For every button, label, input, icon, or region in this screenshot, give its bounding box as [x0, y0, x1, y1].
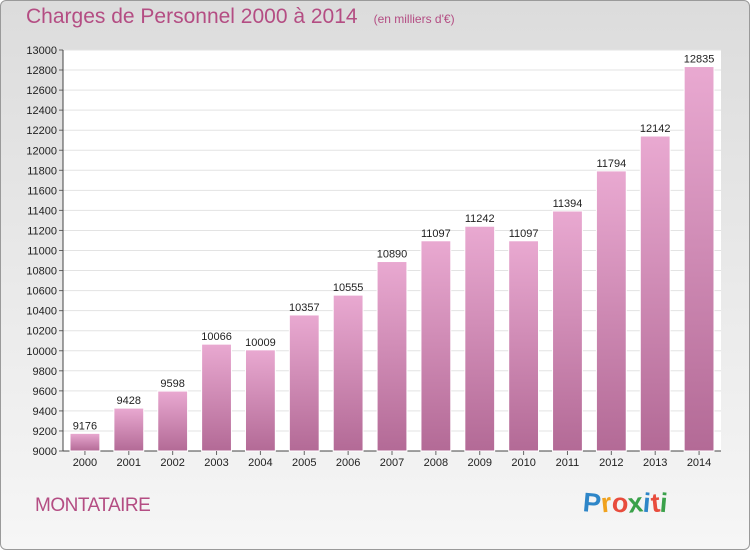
x-tick-label: 2014	[687, 457, 711, 469]
x-tick-label: 2012	[599, 457, 623, 469]
x-tick-label: 2010	[511, 457, 535, 469]
y-tick-label: 13000	[26, 45, 57, 57]
y-tick-label: 11000	[27, 246, 57, 258]
y-tick-label: 11200	[27, 225, 57, 237]
bar	[595, 170, 627, 452]
bar-value-label: 11097	[421, 228, 451, 240]
bar-value-label: 12835	[684, 54, 715, 66]
bar-value-label: 11097	[509, 228, 539, 240]
bar	[508, 240, 540, 452]
bar	[552, 210, 583, 452]
x-tick-label: 2009	[467, 457, 491, 469]
bar	[420, 240, 452, 452]
y-tick-label: 10400	[26, 306, 57, 318]
bar	[288, 314, 320, 452]
y-tick-label: 9400	[33, 406, 57, 418]
bar-value-label: 11242	[465, 213, 495, 225]
y-tick-label: 9200	[33, 426, 57, 438]
bar-value-label: 10555	[333, 282, 364, 294]
subtitle-text: (en milliers d'€)	[373, 12, 455, 26]
title-text: Charges de Personnel 2000 à 2014	[26, 5, 358, 28]
y-tick-label: 11400	[27, 205, 57, 217]
x-tick-label: 2008	[424, 457, 448, 469]
bar-value-label: 9428	[117, 395, 141, 407]
location-label: MONTATAIRE	[35, 495, 151, 516]
x-tick-label: 2001	[117, 457, 141, 469]
bar	[201, 343, 232, 452]
x-tick-label: 2002	[160, 457, 184, 469]
bar-value-label: 10357	[289, 302, 320, 314]
bar	[157, 390, 189, 452]
x-tick-label: 2005	[292, 457, 316, 469]
y-tick-label: 11600	[27, 185, 57, 197]
proxiti-logo: Proxiti	[582, 487, 669, 519]
bar-value-label: 10066	[201, 331, 232, 343]
y-tick-label: 9000	[33, 446, 57, 458]
bar	[639, 135, 671, 452]
bar	[683, 66, 715, 452]
x-tick-label: 2007	[380, 457, 404, 469]
bar	[244, 349, 276, 452]
bar	[376, 261, 408, 452]
bar-value-label: 12142	[640, 123, 671, 135]
y-tick-label: 12400	[26, 105, 57, 117]
y-tick-label: 12600	[26, 85, 57, 97]
x-tick-label: 2006	[336, 457, 360, 469]
y-tick-label: 9800	[33, 366, 57, 378]
y-tick-label: 12000	[26, 145, 57, 157]
logo-letter: i	[658, 487, 669, 519]
x-tick-label: 2011	[556, 457, 580, 469]
y-tick-label: 12800	[26, 65, 57, 77]
bar	[113, 407, 145, 452]
y-tick-label: 9600	[33, 386, 57, 398]
bar	[332, 294, 364, 452]
y-tick-label: 10800	[26, 266, 57, 278]
x-tick-label: 2003	[204, 457, 228, 469]
bar-value-label: 10890	[377, 249, 408, 261]
bar	[464, 225, 496, 452]
x-tick-label: 2013	[643, 457, 667, 469]
y-tick-label: 10600	[26, 286, 57, 298]
bar-value-label: 10009	[245, 337, 276, 349]
y-tick-label: 11800	[27, 165, 57, 177]
bar-value-label: 11394	[553, 198, 583, 210]
chart-title: Charges de Personnel 2000 à 2014 (en mill…	[26, 5, 455, 29]
x-tick-label: 2000	[73, 457, 97, 469]
bar	[69, 432, 101, 452]
bar-value-label: 9176	[73, 420, 97, 432]
y-tick-label: 10000	[26, 346, 57, 358]
bar-value-label: 9598	[160, 378, 184, 390]
x-tick-label: 2004	[248, 457, 272, 469]
y-tick-label: 12200	[26, 125, 57, 137]
y-tick-label: 10200	[26, 326, 57, 338]
bar-value-label: 11794	[596, 158, 626, 170]
